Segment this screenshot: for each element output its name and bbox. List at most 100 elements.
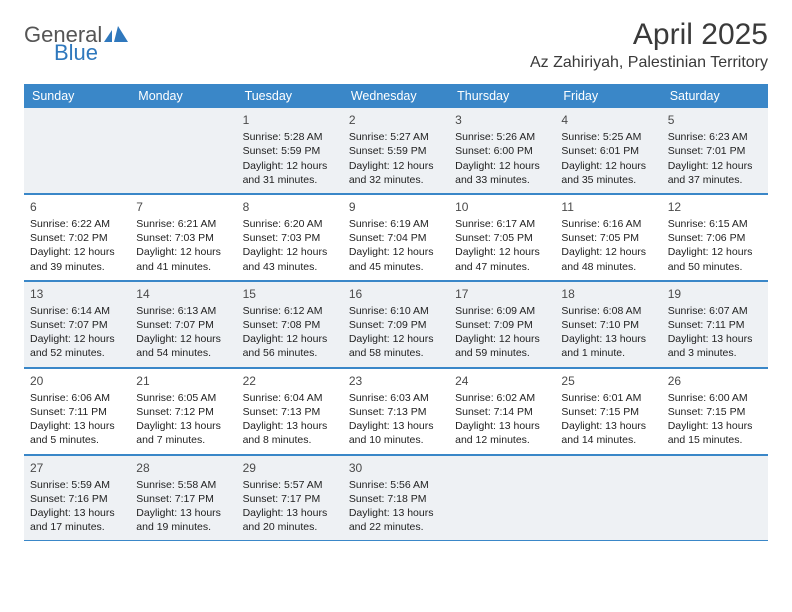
day-number: 1 (243, 112, 337, 128)
day-number: 27 (30, 460, 124, 476)
daylight-line: Daylight: 12 hours and 58 minutes. (349, 332, 443, 360)
sunrise-line: Sunrise: 5:58 AM (136, 478, 230, 492)
sunset-line: Sunset: 7:16 PM (30, 492, 124, 506)
daylight-line: Daylight: 13 hours and 22 minutes. (349, 506, 443, 534)
sunset-line: Sunset: 7:07 PM (30, 318, 124, 332)
sunrise-line: Sunrise: 5:25 AM (561, 130, 655, 144)
day-cell (24, 108, 130, 193)
day-number: 4 (561, 112, 655, 128)
sunrise-line: Sunrise: 6:19 AM (349, 217, 443, 231)
sunrise-line: Sunrise: 6:16 AM (561, 217, 655, 231)
sunset-line: Sunset: 7:15 PM (561, 405, 655, 419)
daylight-line: Daylight: 12 hours and 52 minutes. (30, 332, 124, 360)
day-number: 26 (668, 373, 762, 389)
sunset-line: Sunset: 7:17 PM (136, 492, 230, 506)
daylight-line: Daylight: 13 hours and 10 minutes. (349, 419, 443, 447)
sunset-line: Sunset: 7:15 PM (668, 405, 762, 419)
day-cell: 25Sunrise: 6:01 AMSunset: 7:15 PMDayligh… (555, 369, 661, 454)
day-cell: 22Sunrise: 6:04 AMSunset: 7:13 PMDayligh… (237, 369, 343, 454)
sunrise-line: Sunrise: 6:21 AM (136, 217, 230, 231)
daylight-line: Daylight: 12 hours and 32 minutes. (349, 159, 443, 187)
sunset-line: Sunset: 7:09 PM (349, 318, 443, 332)
day-number: 29 (243, 460, 337, 476)
day-cell: 11Sunrise: 6:16 AMSunset: 7:05 PMDayligh… (555, 195, 661, 280)
location: Az Zahiriyah, Palestinian Territory (530, 54, 768, 72)
sunset-line: Sunset: 6:01 PM (561, 144, 655, 158)
week-row: 27 Sunrise: 5:59 AMSunset: 7:16 PM Dayligh… (24, 455, 768, 542)
daylight-line: Daylight: 13 hours and 7 minutes. (136, 419, 230, 447)
daylight-line: Daylight: 12 hours and 35 minutes. (561, 159, 655, 187)
day-cell: 2Sunrise: 5:27 AMSunset: 5:59 PMDaylight… (343, 108, 449, 193)
day-number: 21 (136, 373, 230, 389)
sunset-line: Sunset: 7:17 PM (243, 492, 337, 506)
day-number: 5 (668, 112, 762, 128)
day-number: 2 (349, 112, 443, 128)
day-number: 15 (243, 286, 337, 302)
day-cell: 7Sunrise: 6:21 AMSunset: 7:03 PMDaylight… (130, 195, 236, 280)
day-cell (662, 456, 768, 541)
sunset-line: Sunset: 7:06 PM (668, 231, 762, 245)
sunset-line: Sunset: 7:02 PM (30, 231, 124, 245)
day-number: 8 (243, 199, 337, 215)
daylight-line: Daylight: 13 hours and 14 minutes. (561, 419, 655, 447)
day-number: 3 (455, 112, 549, 128)
sunrise-line: Sunrise: 6:00 AM (668, 391, 762, 405)
sunrise-line: Sunrise: 6:03 AM (349, 391, 443, 405)
day-number: 23 (349, 373, 443, 389)
sunset-line: Sunset: 7:13 PM (243, 405, 337, 419)
daylight-line: Daylight: 13 hours and 12 minutes. (455, 419, 549, 447)
day-cell: 26 Sunrise: 6:00 AMSunset: 7:15 PMDayligh… (662, 369, 768, 454)
day-number: 28 (136, 460, 230, 476)
daylight-line: Daylight: 12 hours and 59 minutes. (455, 332, 549, 360)
day-cell: 1Sunrise: 5:28 AMSunset: 5:59 PMDaylight… (237, 108, 343, 193)
logo-sails-icon (104, 24, 130, 40)
daylight-line: Daylight: 12 hours and 41 minutes. (136, 245, 230, 273)
sunset-line: Sunset: 7:13 PM (349, 405, 443, 419)
day-cell: 30Sunrise: 5:56 AMSunset: 7:18 PMDayligh… (343, 456, 449, 541)
day-cell: 19Sunrise: 6:07 AMSunset: 7:11 PMDayligh… (662, 282, 768, 367)
day-header: Wednesday (343, 84, 449, 108)
sunset-line: Sunset: 7:03 PM (136, 231, 230, 245)
daylight-line: Daylight: 12 hours and 31 minutes. (243, 159, 337, 187)
daylight-line: Daylight: 13 hours and 15 minutes. (668, 419, 762, 447)
day-number: 6 (30, 199, 124, 215)
week-row: 20Sunrise: 6:06 AMSunset: 7:11 PMDayligh… (24, 368, 768, 455)
daylight-line: Daylight: 13 hours and 8 minutes. (243, 419, 337, 447)
day-number: 14 (136, 286, 230, 302)
sunset-line: Sunset: 7:05 PM (455, 231, 549, 245)
daylight-line: Daylight: 12 hours and 43 minutes. (243, 245, 337, 273)
daylight-line: Daylight: 13 hours and 3 minutes. (668, 332, 762, 360)
day-header: Tuesday (237, 84, 343, 108)
sunset-line: Sunset: 7:18 PM (349, 492, 443, 506)
daylight-line: Daylight: 12 hours and 48 minutes. (561, 245, 655, 273)
day-number: 22 (243, 373, 337, 389)
daylight-line: Daylight: 12 hours and 45 minutes. (349, 245, 443, 273)
day-header: Monday (130, 84, 236, 108)
day-cell: 5Sunrise: 6:23 AMSunset: 7:01 PMDaylight… (662, 108, 768, 193)
weeks-container: 1Sunrise: 5:28 AMSunset: 5:59 PMDaylight… (24, 108, 768, 541)
sunrise-line: Sunrise: 6:02 AM (455, 391, 549, 405)
day-number: 9 (349, 199, 443, 215)
day-cell: 12Sunrise: 6:15 AMSunset: 7:06 PMDayligh… (662, 195, 768, 280)
sunrise-line: Sunrise: 6:23 AM (668, 130, 762, 144)
calendar: SundayMondayTuesdayWednesdayThursdayFrid… (24, 84, 768, 541)
sunset-line: Sunset: 7:01 PM (668, 144, 762, 158)
day-header: Sunday (24, 84, 130, 108)
sunrise-line: Sunrise: 6:09 AM (455, 304, 549, 318)
sunset-line: Sunset: 7:08 PM (243, 318, 337, 332)
sunrise-line: Sunrise: 5:57 AM (243, 478, 337, 492)
day-cell: 20Sunrise: 6:06 AMSunset: 7:11 PMDayligh… (24, 369, 130, 454)
sunrise-line: Sunrise: 5:59 AM (30, 478, 124, 492)
day-number: 11 (561, 199, 655, 215)
sunset-line: Sunset: 7:10 PM (561, 318, 655, 332)
daylight-line: Daylight: 13 hours and 5 minutes. (30, 419, 124, 447)
daylight-line: Daylight: 13 hours and 19 minutes. (136, 506, 230, 534)
week-row: 13Sunrise: 6:14 AMSunset: 7:07 PMDayligh… (24, 281, 768, 368)
sunset-line: Sunset: 7:14 PM (455, 405, 549, 419)
day-cell: 23 Sunrise: 6:03 AMSunset: 7:13 PMDayligh… (343, 369, 449, 454)
day-header: Thursday (449, 84, 555, 108)
sunrise-line: Sunrise: 6:20 AM (243, 217, 337, 231)
sunrise-line: Sunrise: 5:26 AM (455, 130, 549, 144)
sunrise-line: Sunrise: 6:17 AM (455, 217, 549, 231)
sunset-line: Sunset: 7:12 PM (136, 405, 230, 419)
